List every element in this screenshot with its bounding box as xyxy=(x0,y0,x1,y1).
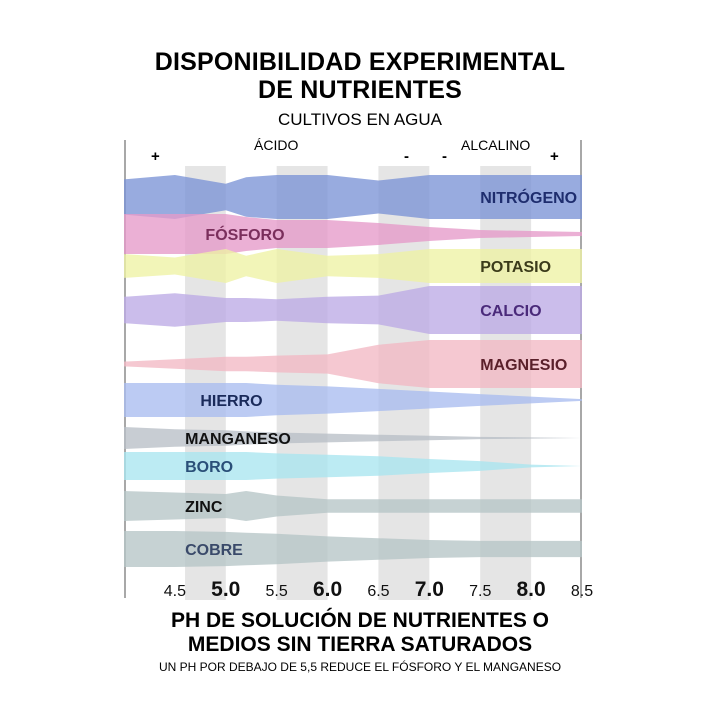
nutrient-band-hierro xyxy=(124,383,582,417)
chart-title-line-2: DE NUTRIENTES xyxy=(257,76,462,104)
acid-zone-label: ÁCIDO xyxy=(254,137,299,153)
chart-title-line-1: DISPONIBILIDAD EXPERIMENTAL xyxy=(154,48,566,76)
x-tick-label: 8.0 xyxy=(517,578,546,601)
x-tick-label: 7.0 xyxy=(415,578,444,601)
x-axis-label-line-2: MEDIOS SIN TIERRA SATURADOS xyxy=(187,633,533,656)
nutrient-label: POTASIO xyxy=(480,259,551,276)
x-tick-label: 8.5 xyxy=(571,583,593,600)
nutrient-label: ZINC xyxy=(185,499,223,516)
x-tick-label: 6.0 xyxy=(313,578,342,601)
nutrient-band-calcio xyxy=(124,286,582,334)
neutral-minus-sign-left: - xyxy=(404,148,409,165)
x-axis-label-line-1: PH DE SOLUCIÓN DE NUTRIENTES O xyxy=(170,609,550,632)
nutrient-label: NITRÓGENO xyxy=(480,188,577,207)
nutrient-band-nitrógeno xyxy=(124,175,582,219)
nutrient-label: CALCIO xyxy=(480,303,541,320)
chart-footnote: UN PH POR DEBAJO DE 5,5 REDUCE EL FÓSFOR… xyxy=(158,660,562,674)
acid-plus-sign: + xyxy=(151,148,160,165)
nutrient-band-boro xyxy=(124,452,582,480)
nutrient-label: FÓSFORO xyxy=(205,225,284,244)
x-tick-label: 7.5 xyxy=(469,583,491,600)
nutrient-band-magnesio xyxy=(124,340,582,388)
x-tick-label: 6.5 xyxy=(367,583,389,600)
x-tick-label: 4.5 xyxy=(164,583,186,600)
nutrient-band-zinc xyxy=(124,491,582,521)
chart-subtitle: CULTIVOS EN AGUA xyxy=(277,110,443,129)
neutral-minus-sign-right: - xyxy=(442,148,447,165)
nutrient-band-fósforo xyxy=(124,214,582,254)
x-tick-label: 5.5 xyxy=(266,583,288,600)
nutrient-label: MANGANESO xyxy=(185,431,291,448)
nutrient-band-manganeso xyxy=(124,427,582,449)
alkaline-zone-label: ALCALINO xyxy=(461,137,531,153)
nutrient-band-potasio xyxy=(124,249,582,283)
nutrient-label: BORO xyxy=(185,459,233,476)
nutrient-label: HIERRO xyxy=(200,393,262,410)
nutrient-label: COBRE xyxy=(185,542,243,559)
nutrient-band-cobre xyxy=(124,531,582,567)
nutrient-label: MAGNESIO xyxy=(480,357,567,374)
alkaline-plus-sign: + xyxy=(550,148,559,165)
x-tick-label: 5.0 xyxy=(211,578,240,601)
